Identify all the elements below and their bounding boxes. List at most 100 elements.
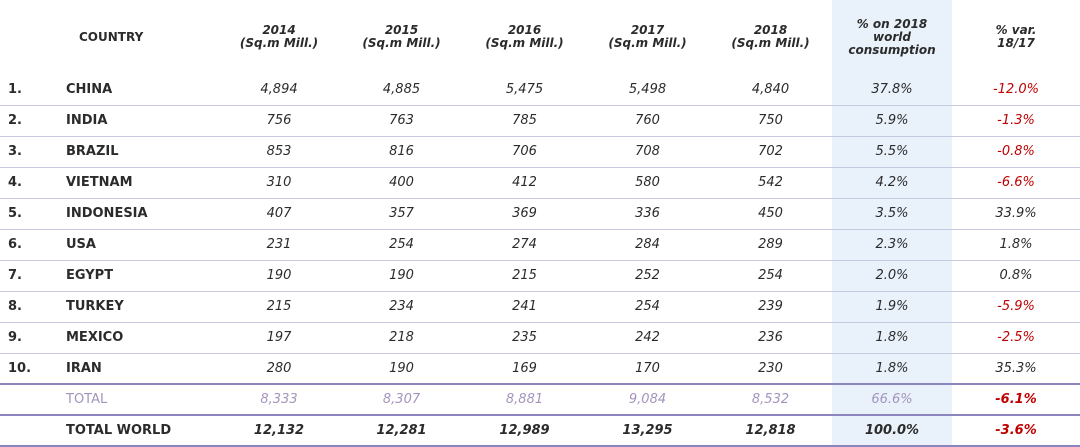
year-2014-cell: 310	[218, 166, 341, 198]
year-2018-cell: 702	[709, 135, 833, 167]
table-row: 10. IRAN 280 190 169 170 230 1.8% 35.3%	[0, 352, 1080, 384]
country-cell: USA	[66, 228, 219, 260]
country-cell: INDONESIA	[66, 197, 219, 229]
year-2017-header: 2017 (Sq.m Mill.)	[608, 23, 687, 50]
year-2014-cell: 8,333	[218, 383, 341, 415]
country-cell: MEXICO	[66, 321, 219, 353]
total-row: TOTAL 8,333 8,307 8,881 9,084 8,532 66.6% -6.1%	[0, 383, 1080, 415]
share-cell: 2.3%	[832, 228, 953, 260]
table-row: 1. CHINA 4,894 4,885 5,475 5,498 4,840 37.8% -12…	[0, 74, 1080, 105]
year-2017-cell: 284	[586, 228, 710, 260]
variation-cell: 35.3%	[952, 352, 1080, 384]
year-2015-cell: 190	[340, 352, 464, 384]
country-cell: TOTAL WORLD	[66, 414, 219, 447]
variation-cell: -3.6%	[952, 414, 1080, 447]
share-cell: 4.2%	[832, 166, 953, 198]
year-2015-cell: 190	[340, 259, 464, 291]
total-world-row: TOTAL WORLD 12,132 12,281 12,989 13,295 12,81…	[0, 414, 1080, 447]
year-2018-cell: 8,532	[709, 383, 833, 415]
year-2015-cell: 357	[340, 197, 464, 229]
year-2014-cell: 407	[218, 197, 341, 229]
share-cell: 5.9%	[832, 104, 953, 136]
year-2017-cell: 708	[586, 135, 710, 167]
year-2016-cell: 412	[463, 166, 587, 198]
country-cell: VIETNAM	[66, 166, 219, 198]
year-2014-cell: 853	[218, 135, 341, 167]
table-body: 1. CHINA 4,894 4,885 5,475 5,498 4,840 37.8% -12…	[0, 74, 1080, 447]
year-2018-cell: 289	[709, 228, 833, 260]
year-2016-cell: 8,881	[463, 383, 587, 415]
variation-cell: -5.9%	[952, 290, 1080, 322]
country-cell: IRAN	[66, 352, 219, 384]
year-2016-cell: 12,989	[463, 414, 587, 447]
country-cell: EGYPT	[66, 259, 219, 291]
year-2016-cell: 235	[463, 321, 587, 353]
year-2015-cell: 4,885	[382, 81, 421, 97]
year-2017-cell: 336	[586, 197, 710, 229]
share-cell: 100.0%	[832, 414, 953, 447]
variation-cell: 33.9%	[952, 197, 1080, 229]
rank-cell: 4.	[0, 166, 66, 198]
share-header: % on 2018 world consumption	[832, 0, 953, 74]
year-2014-cell: 756	[218, 104, 341, 136]
year-2017-cell: 13,295	[586, 414, 710, 447]
table-row: 3. BRAZIL 853 816 706 708 702 5.5% -0.8%	[0, 135, 1080, 167]
year-2015-cell: 400	[340, 166, 464, 198]
share-cell: 3.5%	[832, 197, 953, 229]
year-2015-cell: 816	[340, 135, 464, 167]
header-row: COUNTRY 2014 (Sq.m Mill.) 2015 (Sq.m Mill.…	[0, 0, 1080, 74]
year-2017-cell: 5,498	[628, 81, 667, 97]
year-2015-cell: 763	[340, 104, 464, 136]
table-row: 2. INDIA 756 763 785 760 750 5.9% -1.3%	[0, 104, 1080, 136]
rank-cell: 3.	[0, 135, 66, 167]
year-2017-cell: 254	[586, 290, 710, 322]
variation-cell: -12.0%	[993, 81, 1040, 97]
table-row: 4. VIETNAM 310 400 412 580 542 4.2% -6.6%	[0, 166, 1080, 198]
year-2014-cell: 197	[218, 321, 341, 353]
table-row: 6. USA 231 254 274 284 289 2.3% 1.8%	[0, 228, 1080, 260]
year-2016-header: 2016 (Sq.m Mill.)	[485, 23, 564, 50]
share-cell: 1.8%	[832, 352, 953, 384]
year-2017-cell: 242	[586, 321, 710, 353]
rank-cell: 6.	[0, 228, 66, 260]
year-2015-cell: 12,281	[340, 414, 464, 447]
table-row: 8. TURKEY 215 234 241 254 239 1.9% -5.9%	[0, 290, 1080, 322]
year-2014-cell: 190	[218, 259, 341, 291]
year-2016-cell: 785	[463, 104, 587, 136]
table-row: 9. MEXICO 197 218 235 242 236 1.8% -2.5%	[0, 321, 1080, 353]
year-2017-cell: 252	[586, 259, 710, 291]
variation-cell: -6.1%	[952, 383, 1080, 415]
year-2015-cell: 234	[340, 290, 464, 322]
year-2018-cell: 236	[709, 321, 833, 353]
country-cell: CHINA	[66, 81, 113, 97]
year-2015-cell: 254	[340, 228, 464, 260]
year-2016-cell: 169	[463, 352, 587, 384]
year-2017-cell: 580	[586, 166, 710, 198]
variation-cell: 1.8%	[952, 228, 1080, 260]
share-cell: 1.8%	[832, 321, 953, 353]
country-cell: BRAZIL	[66, 135, 219, 167]
rank-cell: 9.	[0, 321, 66, 353]
rank-cell: 5.	[0, 197, 66, 229]
rank-cell: 7.	[0, 259, 66, 291]
country-cell: TOTAL	[66, 383, 219, 415]
year-2014-cell: 231	[218, 228, 341, 260]
rank-cell: 1.	[8, 81, 22, 97]
rank-cell	[0, 414, 66, 447]
rank-cell: 2.	[0, 104, 66, 136]
share-cell: 1.9%	[832, 290, 953, 322]
year-2018-cell: 239	[709, 290, 833, 322]
share-cell: 2.0%	[832, 259, 953, 291]
share-cell: 37.8%	[832, 74, 953, 105]
year-2014-cell: 280	[218, 352, 341, 384]
year-2016-cell: 706	[463, 135, 587, 167]
year-2016-cell: 215	[463, 259, 587, 291]
rank-cell	[0, 383, 66, 415]
year-2014-cell: 12,132	[218, 414, 341, 447]
year-2018-header: 2018 (Sq.m Mill.)	[731, 23, 810, 50]
variation-header: % var. 18/17	[995, 23, 1037, 50]
variation-cell: -0.8%	[952, 135, 1080, 167]
country-cell: TURKEY	[66, 290, 219, 322]
year-2015-cell: 218	[340, 321, 464, 353]
